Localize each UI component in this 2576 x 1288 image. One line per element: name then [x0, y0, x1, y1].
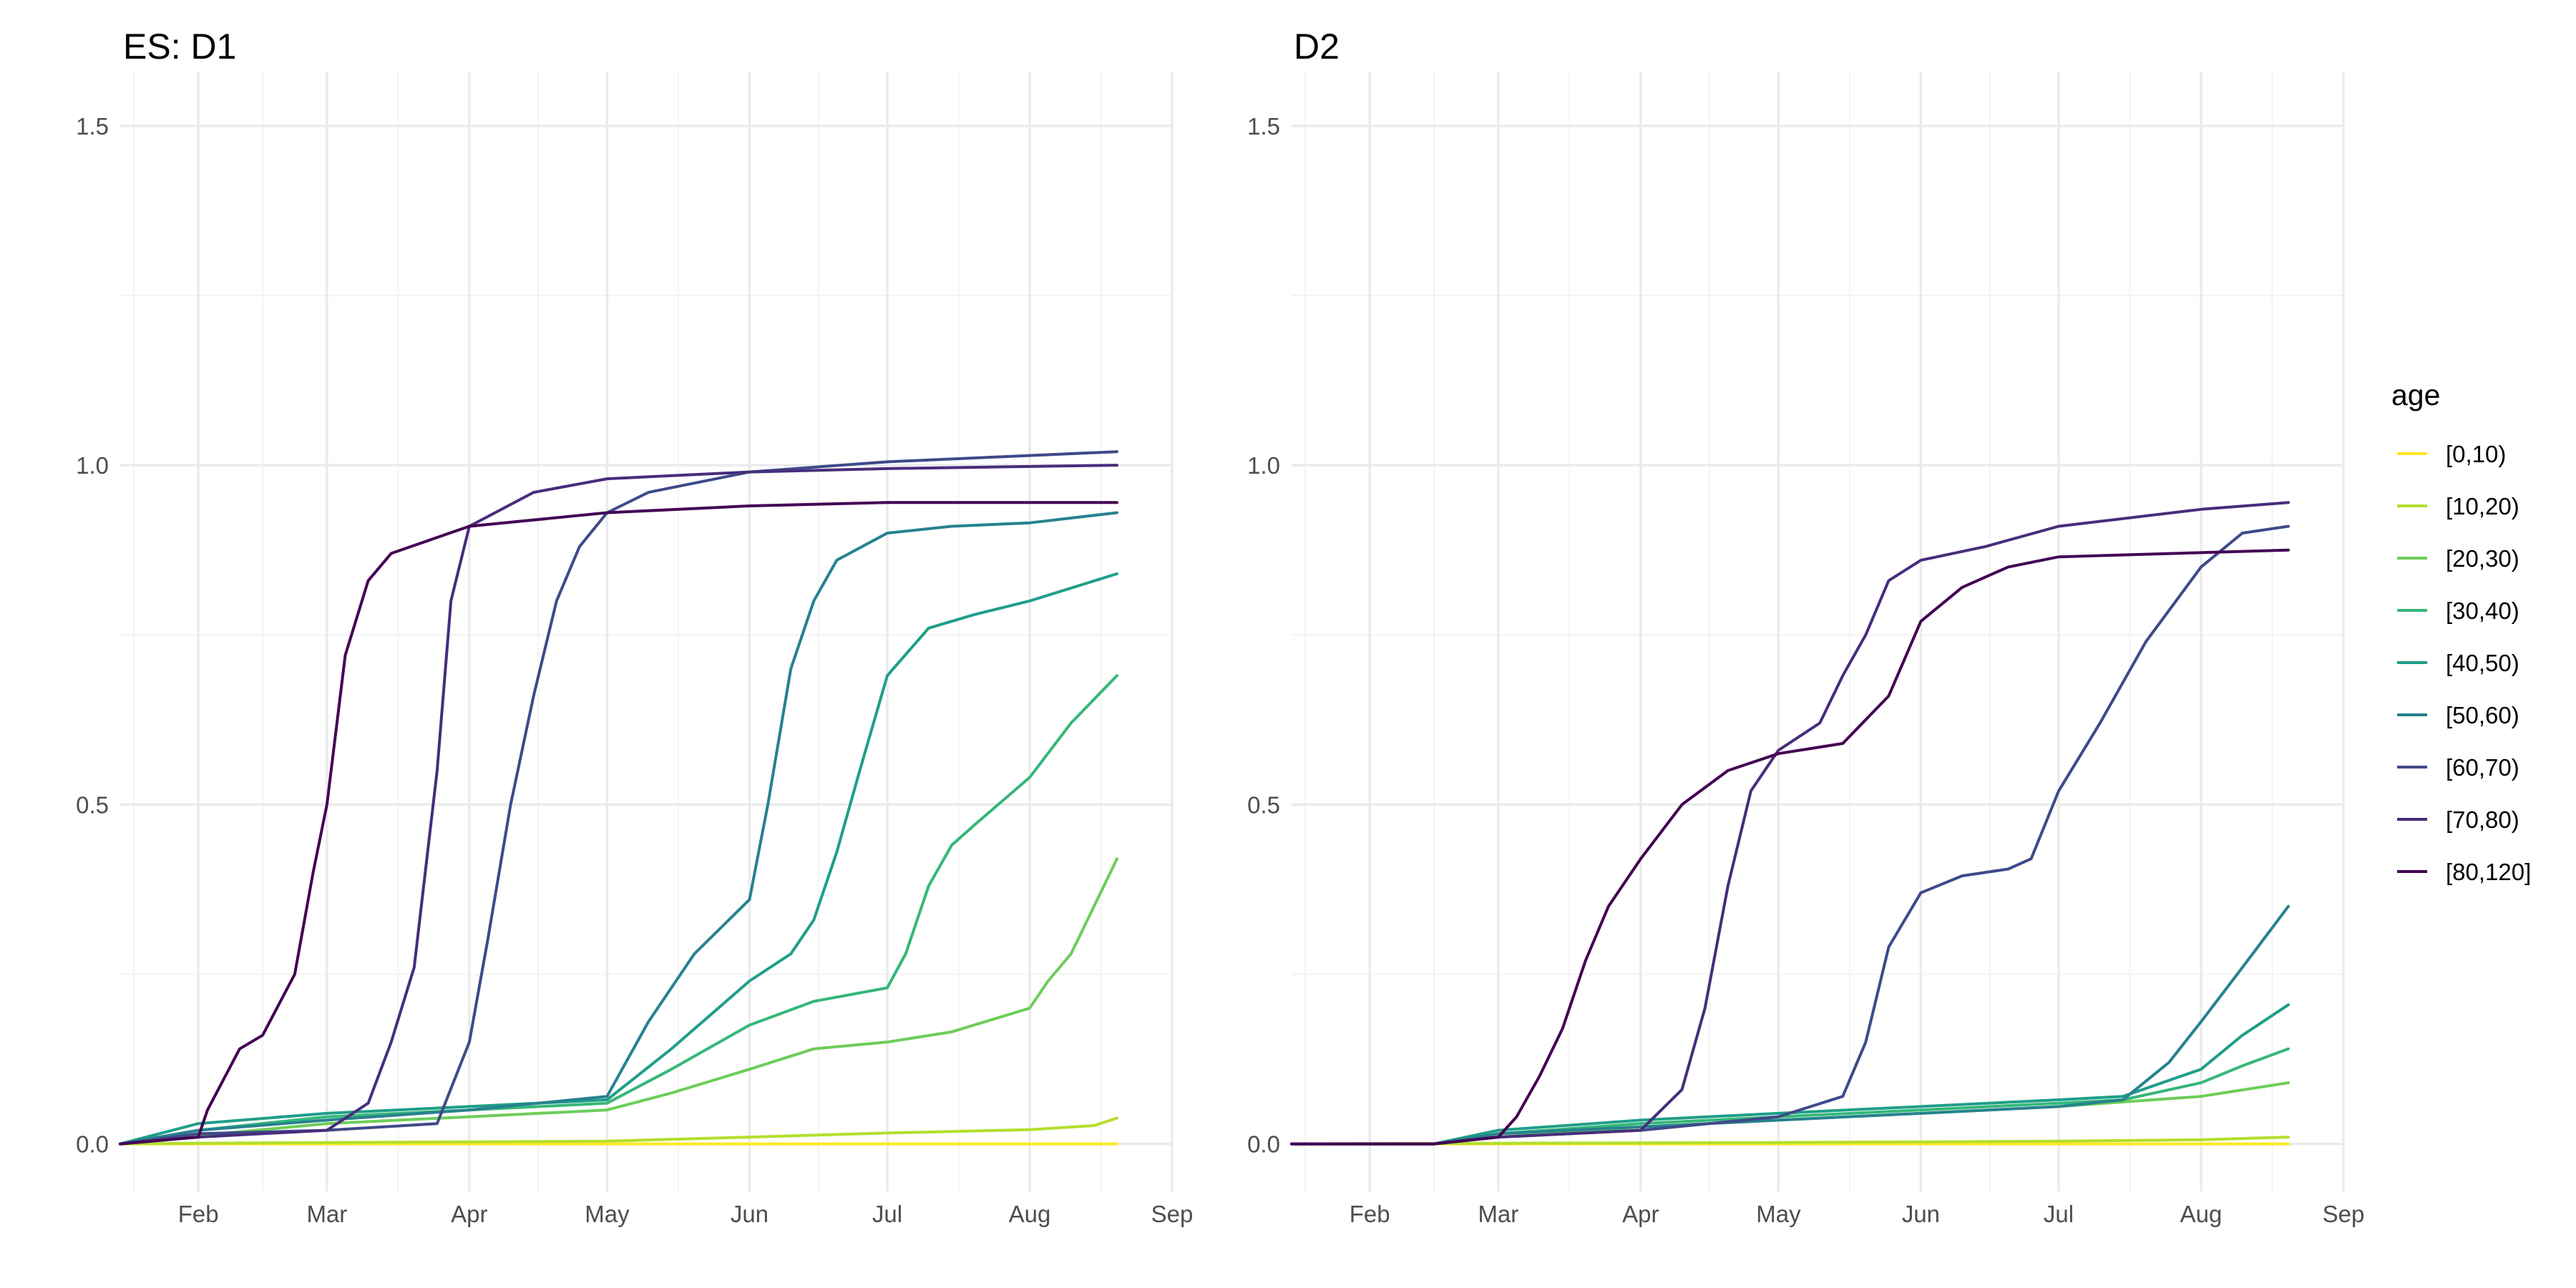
x-tick-label: Jul — [2044, 1201, 2074, 1227]
y-tick-label: 1.5 — [76, 113, 109, 140]
x-tick-label: Aug — [2180, 1201, 2223, 1227]
legend-label: [50,60) — [2446, 702, 2519, 728]
legend-label: [40,50) — [2446, 650, 2519, 676]
legend-items: [0,10) [10,20) [20,30) [30,40) [40,50) [50,60… — [2397, 441, 2531, 885]
x-tick-label: Aug — [1009, 1201, 1051, 1227]
panel-x-ticks: Feb Mar Apr May Jun Jul Aug Sep — [1350, 1201, 2365, 1227]
y-tick-label: 0.0 — [1247, 1131, 1280, 1158]
x-tick-label: May — [1756, 1201, 1801, 1227]
panel-y-ticks: 0.0 0.5 1.0 1.5 — [76, 113, 109, 1158]
panel-grid — [1292, 72, 2345, 1191]
series-line-70-80 — [119, 464, 1118, 1146]
panel-series — [1290, 501, 2290, 1146]
x-tick-label: Jul — [872, 1201, 902, 1227]
legend-label: [20,30) — [2446, 545, 2519, 572]
panel-title: D2 — [1294, 26, 1340, 67]
y-tick-label: 0.0 — [76, 1131, 109, 1158]
legend-label: [70,80) — [2446, 806, 2519, 833]
x-tick-label: Jun — [731, 1201, 769, 1227]
legend-label: [0,10) — [2446, 441, 2506, 467]
legend-label: [80,120] — [2446, 859, 2531, 885]
panel-grid — [120, 72, 1174, 1191]
series-line-10-20 — [1290, 1136, 2290, 1146]
x-tick-label: Feb — [178, 1201, 219, 1227]
series-line-70-80 — [1290, 501, 2290, 1146]
legend-label: [10,20) — [2446, 493, 2519, 519]
panel-y-ticks: 0.0 0.5 1.0 1.5 — [1247, 113, 1280, 1158]
panel-x-ticks: Feb Mar Apr May Jun Jul Aug Sep — [178, 1201, 1194, 1227]
legend-label: [30,40) — [2446, 597, 2519, 624]
y-tick-label: 1.5 — [1247, 113, 1280, 140]
x-tick-label: Mar — [1478, 1201, 1518, 1227]
x-tick-label: Apr — [1622, 1201, 1659, 1227]
y-tick-label: 0.5 — [76, 791, 109, 818]
series-line-60-70 — [119, 450, 1118, 1146]
series-line-50-60 — [1290, 904, 2290, 1146]
x-tick-label: Feb — [1350, 1201, 1390, 1227]
legend-title: age — [2391, 379, 2440, 411]
series-line-40-50 — [119, 572, 1118, 1146]
series-line-80-120 — [119, 501, 1118, 1146]
x-tick-label: Sep — [2323, 1201, 2365, 1227]
y-tick-label: 1.0 — [76, 452, 109, 479]
x-tick-label: Apr — [451, 1201, 487, 1227]
legend: age [0,10) [10,20) [20,30) [30,40) [40,50) [5… — [2391, 379, 2531, 885]
panel-series — [119, 450, 1118, 1146]
x-tick-label: Sep — [1151, 1201, 1194, 1227]
series-line-10-20 — [119, 1116, 1118, 1146]
x-tick-label: Jun — [1902, 1201, 1940, 1227]
legend-label: [60,70) — [2446, 754, 2519, 781]
x-tick-label: Mar — [306, 1201, 347, 1227]
series-line-40-50 — [1290, 1003, 2290, 1146]
x-tick-label: May — [585, 1201, 630, 1227]
panel-title: ES: D1 — [123, 26, 236, 67]
panel-es-d1: 0.0 0.5 1.0 1.5 Feb Mar Apr May Jun Jul Aug Sep ES… — [76, 26, 1193, 1227]
panel-d2: 0.0 0.5 1.0 1.5 Feb Mar Apr May Jun Jul Aug Sep D2 — [1247, 26, 2364, 1227]
series-line-80-120 — [1290, 548, 2290, 1146]
y-tick-label: 1.0 — [1247, 452, 1280, 479]
series-line-20-30 — [119, 857, 1118, 1146]
series-line-50-60 — [119, 511, 1118, 1146]
series-line-30-40 — [119, 674, 1118, 1146]
y-tick-label: 0.5 — [1247, 791, 1280, 818]
